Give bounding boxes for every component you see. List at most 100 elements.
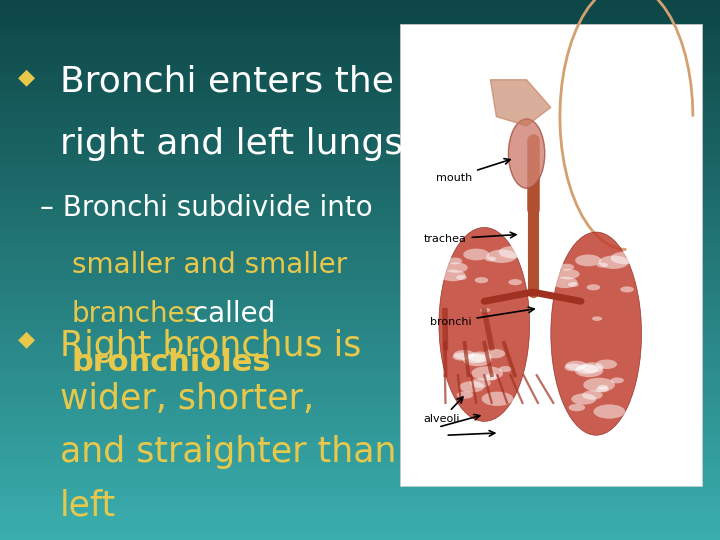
Ellipse shape	[551, 232, 642, 435]
Ellipse shape	[468, 352, 492, 362]
Ellipse shape	[596, 387, 608, 393]
Bar	[400, 24, 702, 486]
Bar	[0, 90, 720, 99]
Ellipse shape	[439, 227, 530, 421]
Bar	[0, 108, 720, 117]
Bar	[0, 378, 720, 387]
Bar	[0, 495, 720, 504]
Ellipse shape	[559, 264, 574, 271]
Ellipse shape	[508, 279, 522, 285]
Text: called: called	[184, 300, 275, 328]
Bar	[0, 54, 720, 63]
Bar	[0, 333, 720, 342]
Ellipse shape	[569, 404, 585, 411]
Ellipse shape	[575, 254, 601, 266]
Bar	[0, 171, 720, 180]
Text: bronchi: bronchi	[430, 307, 534, 327]
Bar	[0, 180, 720, 189]
Bar	[0, 504, 720, 513]
Ellipse shape	[580, 362, 603, 373]
Ellipse shape	[487, 249, 517, 263]
Text: trachea: trachea	[424, 232, 516, 244]
Ellipse shape	[575, 364, 603, 377]
Bar	[0, 63, 720, 72]
Ellipse shape	[445, 262, 468, 273]
Ellipse shape	[482, 392, 513, 406]
Ellipse shape	[453, 353, 470, 361]
Bar	[0, 405, 720, 414]
Bar	[0, 0, 720, 9]
Ellipse shape	[508, 119, 545, 188]
Ellipse shape	[611, 252, 639, 264]
Bar	[0, 27, 720, 36]
Bar	[0, 513, 720, 522]
Ellipse shape	[576, 364, 598, 374]
Bar	[0, 207, 720, 216]
Bar	[0, 117, 720, 126]
Text: branches: branches	[72, 300, 200, 328]
Text: and straighter than: and straighter than	[60, 435, 396, 469]
Ellipse shape	[593, 404, 625, 418]
Ellipse shape	[463, 354, 491, 366]
Bar	[0, 360, 720, 369]
Bar	[0, 135, 720, 144]
Bar	[0, 225, 720, 234]
Ellipse shape	[583, 377, 615, 392]
Ellipse shape	[611, 377, 624, 383]
Bar	[0, 198, 720, 207]
Bar	[0, 396, 720, 405]
Ellipse shape	[620, 286, 634, 293]
Text: – Bronchi subdivide into: – Bronchi subdivide into	[40, 194, 372, 222]
Bar	[0, 315, 720, 324]
Ellipse shape	[447, 258, 462, 264]
Ellipse shape	[474, 277, 488, 284]
Text: Right bronchus is: Right bronchus is	[60, 329, 361, 363]
Bar	[0, 18, 720, 27]
Bar	[0, 450, 720, 459]
Bar	[0, 72, 720, 81]
Bar	[0, 387, 720, 396]
Ellipse shape	[571, 394, 596, 404]
Bar	[0, 279, 720, 288]
Ellipse shape	[440, 269, 466, 281]
Bar	[0, 441, 720, 450]
Ellipse shape	[565, 361, 587, 370]
Text: right and left lungs: right and left lungs	[60, 127, 403, 161]
Bar	[0, 297, 720, 306]
Bar	[0, 270, 720, 279]
Ellipse shape	[456, 275, 467, 280]
Ellipse shape	[464, 354, 486, 363]
Text: ◆: ◆	[18, 329, 35, 349]
Ellipse shape	[463, 248, 490, 260]
Text: smaller and smaller: smaller and smaller	[72, 251, 347, 279]
Ellipse shape	[598, 385, 608, 389]
Bar	[0, 144, 720, 153]
Bar	[0, 459, 720, 468]
Bar	[0, 162, 720, 171]
Bar	[0, 189, 720, 198]
Bar	[0, 477, 720, 486]
Ellipse shape	[472, 366, 503, 380]
Bar	[0, 522, 720, 531]
Bar	[0, 531, 720, 540]
Ellipse shape	[456, 391, 473, 399]
Bar	[0, 234, 720, 243]
Ellipse shape	[485, 375, 497, 381]
Ellipse shape	[480, 308, 490, 312]
Bar	[0, 81, 720, 90]
Text: alveoli: alveoli	[424, 397, 463, 424]
Ellipse shape	[486, 373, 496, 378]
Ellipse shape	[499, 366, 512, 372]
Bar	[0, 45, 720, 54]
Ellipse shape	[564, 363, 582, 372]
Polygon shape	[490, 80, 551, 126]
Ellipse shape	[587, 284, 600, 291]
Ellipse shape	[485, 256, 496, 261]
Bar	[0, 468, 720, 477]
Bar	[0, 369, 720, 378]
Ellipse shape	[596, 360, 617, 369]
Bar	[0, 288, 720, 297]
Bar	[0, 252, 720, 261]
Text: mouth: mouth	[436, 159, 510, 183]
Ellipse shape	[484, 349, 505, 359]
